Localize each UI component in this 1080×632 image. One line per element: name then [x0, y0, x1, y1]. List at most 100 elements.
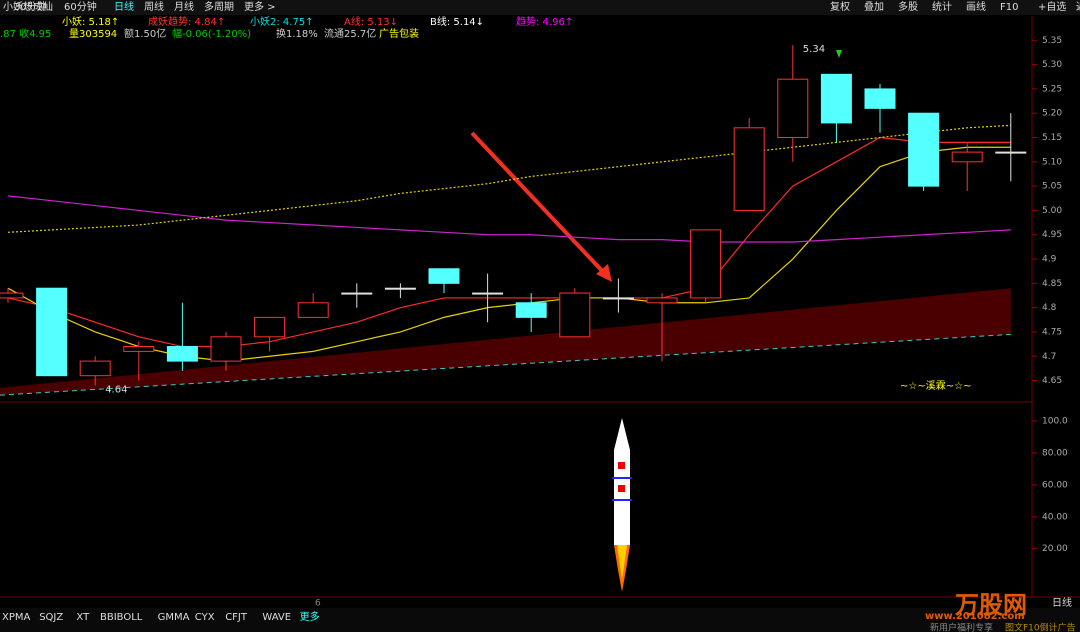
toolbar-button[interactable]: 多周期: [204, 0, 234, 13]
indicator-value: 小妖2: 4.75↑: [250, 15, 314, 28]
indicator-name: 小妖想成仙: [3, 0, 53, 13]
candle-body: [36, 287, 68, 377]
candle-body: [123, 346, 155, 352]
candle-body: [79, 360, 111, 377]
toolbar-button[interactable]: 60分钟: [64, 0, 97, 13]
y-tick-label: 4.75: [1042, 327, 1062, 337]
toolbar-button[interactable]: 周线: [144, 0, 164, 13]
footer: 新用户福利专享: [930, 622, 993, 632]
down-arrow: [836, 50, 842, 58]
indicator-tab[interactable]: SQJZ: [39, 612, 63, 623]
candle-body: [341, 292, 373, 295]
channel-band: [0, 288, 1011, 396]
footer: 图文F10倒计广告: [1005, 622, 1076, 632]
watermark-site: www.201082.com: [925, 611, 1025, 622]
candle-body: [951, 151, 983, 163]
arrow: [470, 131, 608, 277]
candle-body: [210, 336, 242, 362]
toolbar-button[interactable]: 叠加: [864, 1, 884, 13]
candle-body: [254, 316, 286, 338]
y-tick-label: 4.9: [1042, 255, 1057, 265]
y-tick-label: 5.35: [1042, 36, 1062, 46]
indicator-tab[interactable]: XT: [76, 612, 90, 623]
toolbar-button[interactable]: 日线: [114, 0, 134, 13]
watermark: 万股网: [955, 591, 1027, 619]
candle-body: [995, 151, 1027, 154]
period-label: 日线: [1052, 596, 1072, 609]
indicator-value: 小妖: 5.18↑: [62, 15, 119, 28]
toolbar-button[interactable]: +自选: [1038, 0, 1066, 13]
candle-body: [428, 268, 460, 284]
quote-info: 广告包装: [379, 27, 419, 40]
candle-body: [690, 229, 722, 299]
toolbar-button[interactable]: F10: [1000, 2, 1018, 13]
candle-body: [646, 297, 678, 304]
y-tick-label: 40.00: [1042, 512, 1068, 522]
y-tick-label: 100.0: [1042, 416, 1068, 426]
y-tick-label: 5.30: [1042, 60, 1062, 70]
candle-body: [384, 287, 416, 290]
quote-info: 额1.50亿: [124, 27, 166, 40]
quote-info: 流通25.7亿: [324, 27, 376, 40]
candle-body: [733, 127, 765, 211]
toolbar-button[interactable]: 更多 >: [244, 0, 276, 13]
y-tick-label: 5.05: [1042, 182, 1062, 192]
indicator-tab[interactable]: 更多: [300, 610, 320, 623]
toolbar-button[interactable]: 月线: [174, 0, 194, 13]
rocket: [612, 418, 632, 592]
y-tick-label: 5.25: [1042, 84, 1062, 94]
indicator-tab[interactable]: WAVE: [262, 612, 291, 623]
quote-info: 换1.18%: [276, 27, 318, 40]
indicator-value: 成妖趋势: 4.84↑: [148, 15, 225, 28]
candle-body: [864, 88, 896, 109]
indicator-tab[interactable]: GMMA: [158, 612, 190, 623]
candle-body: [908, 112, 940, 187]
y-tick-label: 20.00: [1042, 544, 1068, 554]
date-marker: 6: [315, 599, 321, 609]
quote-info: .87 收4.95: [0, 27, 51, 40]
indicator-tab[interactable]: XPMA: [2, 612, 31, 623]
y-tick-label: 80.00: [1042, 448, 1068, 458]
indicator-line: [7, 195, 1011, 243]
indicator-line: [7, 124, 1011, 233]
candle-body: [820, 73, 852, 124]
toolbar-button[interactable]: 返回: [1076, 1, 1080, 13]
y-tick-label: 4.8: [1042, 303, 1057, 313]
indicator-tab[interactable]: CYX: [195, 612, 215, 623]
indicator-value: 趋势: 4.96↑: [516, 15, 573, 28]
y-tick-label: 5.00: [1042, 206, 1062, 216]
indicator-tab[interactable]: CFJT: [225, 612, 248, 623]
arrow-head: [596, 264, 612, 282]
y-tick-label: 60.00: [1042, 480, 1068, 490]
signature: ~☆~溪霖~☆~: [900, 380, 971, 392]
y-tick-label: 5.15: [1042, 133, 1062, 143]
candle-body: [472, 292, 504, 295]
toolbar-bg: [0, 0, 1080, 15]
indicator-tab[interactable]: BBIBOLL: [100, 612, 143, 623]
candle-body: [297, 302, 329, 318]
tab-bar: [0, 608, 1080, 632]
candle-body: [777, 78, 809, 139]
candle-body: [602, 297, 634, 300]
toolbar-button[interactable]: 30分钟: [14, 0, 47, 13]
indicator-line: [7, 136, 1011, 348]
indicator-value: B线: 5.14↓: [430, 15, 484, 28]
toolbar-button[interactable]: 统计: [932, 0, 952, 13]
channel-line: [0, 333, 1011, 396]
annotation: 4.64: [105, 384, 127, 395]
y-tick-label: 4.85: [1042, 279, 1062, 289]
y-tick-label: 4.65: [1042, 376, 1062, 386]
toolbar-button[interactable]: 复权: [830, 0, 850, 13]
y-tick-label: 5.20: [1042, 109, 1062, 119]
y-tick-label: 4.7: [1042, 352, 1056, 362]
toolbar-button[interactable]: 画线: [966, 0, 986, 13]
candle-body: [559, 292, 591, 338]
y-tick-label: 4.95: [1042, 230, 1062, 240]
quote-info: 幅-0.06(-1.20%): [172, 27, 251, 40]
quote-info: 量303594: [69, 28, 117, 40]
toolbar-button[interactable]: 多股: [898, 0, 918, 13]
candle-body: [515, 302, 547, 318]
y-tick-label: 5.10: [1042, 157, 1062, 167]
annotation: 5.34: [803, 44, 825, 55]
